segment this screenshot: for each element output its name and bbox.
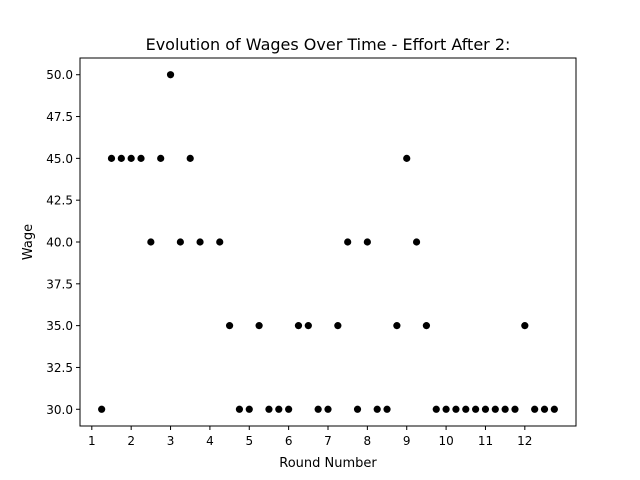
x-tick-label: 8 [364, 434, 372, 448]
data-point [481, 405, 490, 413]
data-point [383, 405, 391, 413]
data-point [432, 405, 440, 413]
y-axis: 30.0 32.5 35.0 37.5 40.0 42.5 45.0 47.5 50.0 [46, 68, 80, 417]
data-point [403, 154, 411, 162]
data-point [166, 71, 175, 79]
data-point [442, 405, 450, 413]
data-point [373, 405, 381, 413]
y-tick-label: 40.0 [46, 236, 73, 250]
x-tick-label: 1 [88, 434, 96, 448]
x-tick-label: 9 [403, 434, 411, 448]
data-point [117, 154, 125, 162]
data-point [393, 322, 401, 330]
y-tick-label: 35.0 [46, 319, 73, 333]
data-point [501, 405, 509, 413]
data-point [521, 322, 529, 330]
data-point [225, 322, 234, 330]
x-axis: 1 2 3 4 5 6 7 8 9 10 11 12 [88, 426, 532, 448]
data-point [127, 154, 135, 162]
x-axis-label: Round Number [279, 456, 377, 471]
y-tick-label: 50.0 [46, 68, 73, 82]
data-point [137, 154, 145, 162]
data-point [98, 405, 106, 413]
data-point [334, 322, 342, 330]
data-point [314, 405, 322, 413]
x-tick-label: 5 [245, 434, 253, 448]
data-point [491, 405, 499, 413]
data-point [452, 405, 460, 413]
x-tick-label: 6 [285, 434, 293, 448]
data-point [275, 405, 283, 413]
data-point [216, 238, 224, 246]
data-point [304, 322, 312, 330]
data-point [324, 405, 332, 413]
data-point [412, 238, 421, 246]
y-tick-label: 32.5 [46, 361, 73, 375]
chart-title: Evolution of Wages Over Time - Effort Af… [146, 35, 511, 54]
data-point [294, 322, 303, 330]
data-point [186, 154, 194, 162]
y-tick-label: 42.5 [46, 194, 73, 208]
y-tick-label: 45.0 [46, 152, 73, 166]
data-point [147, 238, 155, 246]
data-point [176, 238, 184, 246]
y-axis-label: Wage [21, 224, 36, 260]
data-point [462, 405, 470, 413]
y-tick-label: 37.5 [46, 277, 73, 291]
data-point [540, 405, 549, 413]
x-tick-label: 12 [517, 434, 532, 448]
x-tick-label: 11 [478, 434, 493, 448]
data-point [255, 322, 263, 330]
y-tick-label: 30.0 [46, 403, 73, 417]
data-point [285, 405, 293, 413]
data-point [531, 405, 539, 413]
data-point [107, 154, 116, 162]
data-point [344, 238, 352, 246]
x-tick-label: 2 [127, 434, 135, 448]
x-tick-label: 4 [206, 434, 214, 448]
data-point [353, 405, 362, 413]
data-point [511, 405, 519, 413]
data-point [550, 405, 558, 413]
y-tick-label: 47.5 [46, 110, 73, 124]
data-points [98, 71, 558, 413]
x-tick-label: 10 [438, 434, 453, 448]
data-point [196, 238, 204, 246]
x-tick-label: 7 [324, 434, 332, 448]
data-point [235, 405, 244, 413]
data-point [265, 405, 273, 413]
data-point [363, 238, 371, 246]
data-point [422, 322, 431, 330]
data-point [472, 405, 480, 413]
x-tick-label: 3 [167, 434, 175, 448]
data-point [157, 154, 165, 162]
data-point [245, 405, 253, 413]
